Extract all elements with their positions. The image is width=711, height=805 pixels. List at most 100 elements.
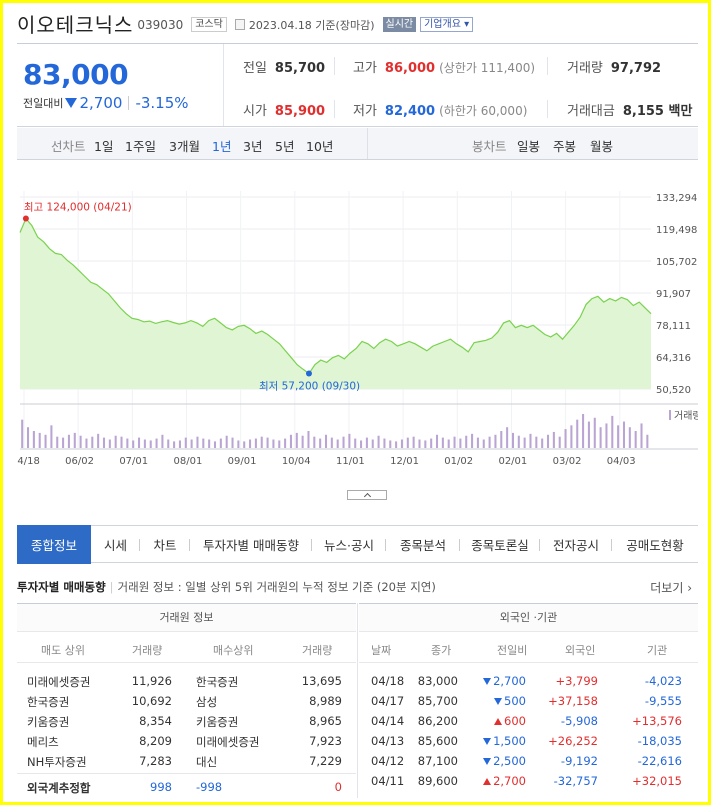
chevron-up-icon bbox=[363, 492, 371, 501]
y-tick-label: 119,498 bbox=[656, 225, 697, 236]
change-value: 2,700 bbox=[493, 774, 526, 788]
volume-bar bbox=[190, 439, 193, 448]
change-label: 전일대비 bbox=[23, 97, 64, 110]
x-tick-label: 04/03 bbox=[607, 456, 636, 467]
candle-weekly[interactable]: 주봉 bbox=[553, 139, 577, 154]
divider: | bbox=[109, 580, 114, 594]
divider bbox=[547, 100, 548, 118]
lower-limit: (하한가 60,000) bbox=[439, 104, 528, 118]
base-date: 2023.04.18 기준(장마감) bbox=[248, 18, 375, 32]
tab-investor-trend[interactable]: 투자자별 매매동향 bbox=[190, 526, 312, 562]
high-label: 최고 124,000 (04/21) bbox=[24, 202, 132, 214]
volume-bar bbox=[412, 436, 415, 448]
close-price: 85,700 bbox=[417, 694, 458, 708]
change-value: 500 bbox=[504, 694, 526, 708]
period-10y[interactable]: 10년 bbox=[306, 139, 334, 154]
tab-disclosure[interactable]: 전자공시 bbox=[540, 526, 612, 562]
close-price: 85,600 bbox=[417, 734, 458, 748]
stat-prev-close: 전일 85,700 bbox=[243, 57, 325, 76]
stat-label: 거래량 bbox=[567, 61, 603, 76]
collapse-chart-button[interactable] bbox=[347, 490, 387, 501]
seller-name: 키움증권 bbox=[27, 715, 70, 729]
change-value: 1,500 bbox=[493, 734, 526, 748]
tab-short-selling[interactable]: 공매도현황 bbox=[612, 526, 698, 562]
volume-bar bbox=[541, 438, 544, 448]
company-name: 이오테크닉스 bbox=[17, 12, 134, 37]
candle-monthly[interactable]: 월봉 bbox=[590, 139, 614, 154]
volume-bar bbox=[418, 439, 421, 448]
col-header: 매수상위 bbox=[213, 644, 254, 657]
tab-quotes[interactable]: 시세 bbox=[91, 526, 140, 562]
sell-volume: 8,354 bbox=[139, 714, 172, 728]
tab-discussion[interactable]: 종목토론실 bbox=[460, 526, 540, 562]
volume-bar bbox=[435, 434, 439, 448]
tab-news[interactable]: 뉴스·공시 bbox=[312, 526, 386, 562]
tab-label: 차트 bbox=[153, 537, 177, 553]
chart-period-bar: 선차트 1일 1주일 3개월 1년 3년 5년 10년 봉차트 일봉 주봉 월봉 bbox=[17, 128, 698, 160]
date: 04/11 bbox=[371, 774, 405, 788]
volume-bar bbox=[400, 439, 403, 448]
buyer-name: 미래에셋증권 bbox=[196, 735, 260, 749]
period-5y[interactable]: 5년 bbox=[275, 139, 295, 154]
volume-bar bbox=[56, 436, 59, 448]
down-triangle-icon bbox=[483, 738, 492, 745]
tab-chart[interactable]: 차트 bbox=[140, 526, 190, 562]
volume-bar bbox=[459, 438, 462, 448]
realtime-button[interactable]: 실시간 bbox=[382, 17, 417, 32]
volume-bar bbox=[430, 438, 433, 448]
x-tick-label: 03/02 bbox=[553, 456, 582, 467]
table-row: 메리츠 8,209 미래에셋증권 7,923 bbox=[17, 732, 356, 752]
tab-summary[interactable]: 종합정보 bbox=[17, 525, 91, 564]
tab-label: 투자자별 매매동향 bbox=[203, 537, 299, 553]
volume-bar bbox=[301, 435, 304, 448]
tab-label: 뉴스·공시 bbox=[324, 537, 374, 553]
volume-bar bbox=[354, 438, 357, 448]
volume-bar bbox=[184, 437, 187, 448]
volume-bar bbox=[138, 437, 141, 448]
tab-label: 종목분석 bbox=[399, 537, 446, 553]
x-tick-label: 07/01 bbox=[119, 456, 148, 467]
volume-bar bbox=[634, 431, 637, 448]
price-chart[interactable]: 133,294 119,498 105,702 91,907 78,111 64,316 5… bbox=[17, 161, 698, 491]
period-1w[interactable]: 1주일 bbox=[125, 139, 156, 154]
volume-bar bbox=[149, 440, 152, 448]
volume-bar bbox=[219, 438, 222, 448]
tab-analysis[interactable]: 종목분석 bbox=[386, 526, 460, 562]
institution-net: -18,035 bbox=[637, 734, 682, 748]
stat-label: 고가 bbox=[353, 61, 377, 76]
volume-bar bbox=[371, 439, 374, 448]
period-3y[interactable]: 3년 bbox=[243, 139, 263, 154]
more-link[interactable]: 더보기 › bbox=[650, 581, 692, 595]
col-header: 날짜 bbox=[371, 644, 392, 657]
buy-volume: 8,989 bbox=[309, 694, 342, 708]
volume-bar bbox=[143, 439, 146, 448]
table-row: 04/12 87,100 2,500 -9,192 -22,616 bbox=[359, 752, 698, 772]
period-1d[interactable]: 1일 bbox=[94, 139, 114, 154]
buy-volume: 8,965 bbox=[309, 714, 342, 728]
volume-bar bbox=[108, 439, 111, 448]
table-title: 외국인 ·기관 bbox=[359, 604, 698, 632]
volume-bar bbox=[254, 438, 257, 448]
price-line bbox=[19, 217, 652, 375]
volume-bar bbox=[611, 415, 614, 448]
company-info-dropdown[interactable]: 기업개요 ▾ bbox=[420, 17, 474, 32]
buyer-name: 대신 bbox=[196, 755, 218, 769]
section-description: 거래원 정보 : 일별 상위 5위 거래원의 누적 정보 기준 (20분 지연) bbox=[117, 580, 436, 594]
period-3m[interactable]: 3개월 bbox=[169, 139, 200, 154]
change: 500 bbox=[494, 694, 526, 708]
market-badge: 코스닥 bbox=[191, 17, 227, 32]
volume-bar bbox=[173, 441, 176, 448]
foreign-net: -9,192 bbox=[560, 754, 598, 768]
divider bbox=[334, 100, 335, 118]
volume-bar bbox=[640, 423, 643, 448]
volume-bar bbox=[126, 438, 129, 448]
col-header: 기관 bbox=[647, 644, 668, 657]
down-triangle-icon bbox=[483, 758, 492, 765]
period-1y[interactable]: 1년 bbox=[212, 139, 232, 154]
seller-name: 미래에셋증권 bbox=[27, 675, 91, 689]
table-row: 04/11 89,600 2,700 -32,757 +32,015 bbox=[359, 772, 698, 792]
table-row: NH투자증권 7,283 대신 7,229 bbox=[17, 752, 356, 772]
candle-daily[interactable]: 일봉 bbox=[517, 139, 541, 154]
down-triangle-icon bbox=[483, 678, 492, 685]
change-percent: -3.15% bbox=[135, 94, 189, 112]
